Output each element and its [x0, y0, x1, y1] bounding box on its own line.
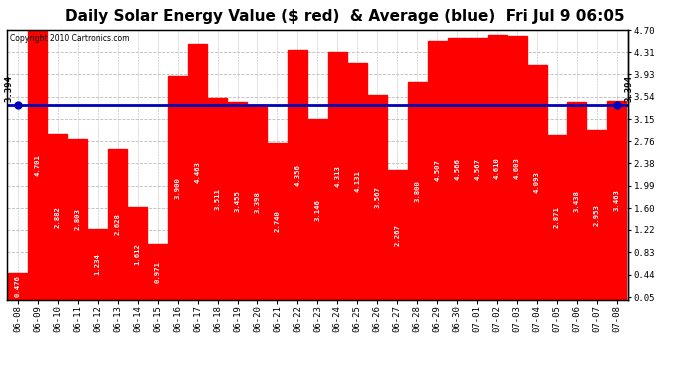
Bar	[168, 76, 187, 300]
Text: 3.146: 3.146	[315, 199, 320, 220]
Bar	[428, 41, 446, 300]
Bar	[128, 207, 147, 300]
Bar	[528, 65, 546, 300]
Text: 3.455: 3.455	[235, 190, 241, 212]
Bar	[108, 149, 127, 300]
Text: 3.394: 3.394	[4, 75, 13, 102]
Bar	[28, 30, 48, 300]
Text: Daily Solar Energy Value ($ red)  & Average (blue)  Fri Jul 9 06:05: Daily Solar Energy Value ($ red) & Avera…	[65, 9, 625, 24]
Bar	[188, 44, 207, 300]
Bar	[508, 36, 526, 300]
Text: 3.511: 3.511	[215, 188, 221, 210]
Text: 2.803: 2.803	[75, 209, 81, 230]
Bar	[268, 142, 287, 300]
Text: 3.463: 3.463	[614, 190, 620, 211]
Text: 4.356: 4.356	[295, 164, 300, 186]
Text: 4.093: 4.093	[534, 171, 540, 194]
Bar	[88, 229, 107, 300]
Bar	[48, 135, 68, 300]
Text: 3.438: 3.438	[574, 190, 580, 212]
Bar	[587, 130, 607, 300]
Bar	[148, 244, 167, 300]
Bar	[388, 170, 407, 300]
Bar	[68, 139, 87, 300]
Bar	[228, 102, 247, 300]
Bar	[368, 95, 387, 300]
Text: 3.394: 3.394	[624, 75, 633, 102]
Text: 3.567: 3.567	[374, 187, 380, 209]
Text: 2.953: 2.953	[594, 204, 600, 226]
Bar	[607, 101, 627, 300]
Bar	[328, 52, 347, 300]
Bar	[548, 135, 566, 300]
Bar	[448, 38, 466, 300]
Text: 4.610: 4.610	[494, 157, 500, 178]
Text: 4.567: 4.567	[474, 158, 480, 180]
Bar	[8, 273, 28, 300]
Text: 1.612: 1.612	[135, 243, 141, 265]
Text: Copyright 2010 Cartronics.com: Copyright 2010 Cartronics.com	[10, 34, 130, 43]
Text: 4.507: 4.507	[434, 160, 440, 182]
Text: 2.740: 2.740	[275, 210, 280, 232]
Text: 4.463: 4.463	[195, 161, 201, 183]
Bar	[408, 82, 426, 300]
Bar	[248, 105, 267, 300]
Text: 2.267: 2.267	[394, 224, 400, 246]
Bar	[348, 63, 367, 300]
Text: 2.871: 2.871	[554, 207, 560, 228]
Bar	[567, 102, 586, 300]
Text: 4.603: 4.603	[514, 157, 520, 179]
Text: 3.800: 3.800	[414, 180, 420, 202]
Bar	[308, 119, 327, 300]
Bar	[488, 35, 506, 300]
Text: 4.131: 4.131	[355, 170, 360, 192]
Text: 0.971: 0.971	[155, 261, 161, 283]
Text: 4.566: 4.566	[454, 158, 460, 180]
Text: 3.900: 3.900	[175, 177, 181, 199]
Bar	[208, 98, 227, 300]
Text: 4.701: 4.701	[35, 154, 41, 176]
Bar	[288, 50, 307, 300]
Text: 0.476: 0.476	[15, 275, 21, 297]
Text: 2.628: 2.628	[115, 214, 121, 236]
Text: 2.882: 2.882	[55, 206, 61, 228]
Bar	[468, 38, 486, 300]
Text: 4.313: 4.313	[335, 165, 340, 187]
Text: 1.234: 1.234	[95, 254, 101, 276]
Text: 3.398: 3.398	[255, 192, 261, 213]
